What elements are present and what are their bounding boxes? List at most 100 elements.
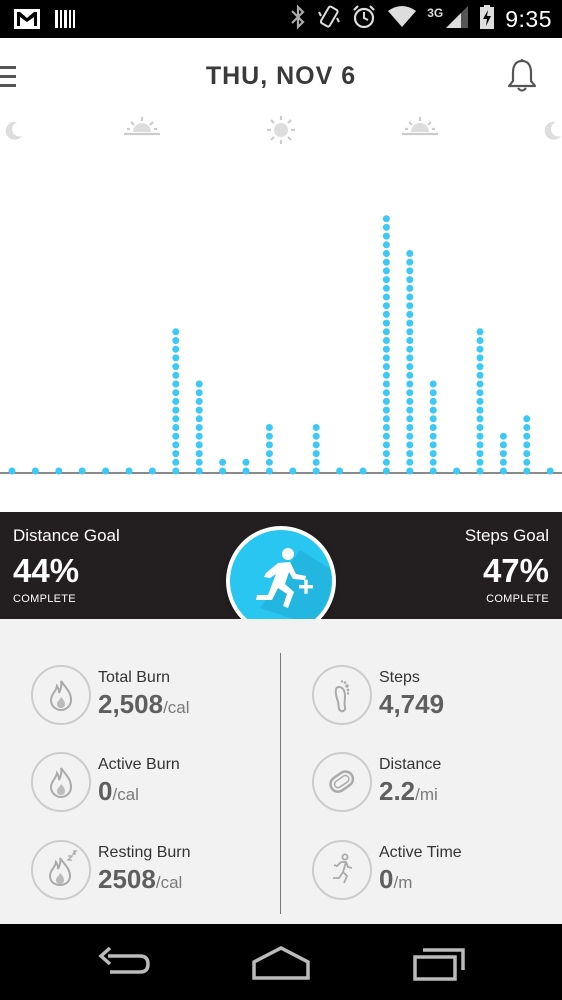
activity-dot — [523, 458, 531, 466]
activity-dot — [382, 319, 390, 327]
distance-goal-label: Distance Goal — [13, 526, 120, 545]
activity-dot — [382, 415, 390, 423]
activity-dot — [382, 310, 390, 318]
active-time-unit: /m — [393, 873, 413, 892]
activity-dot — [382, 363, 390, 371]
activity-dot — [31, 467, 39, 475]
activity-bar — [382, 215, 390, 475]
activity-bar — [8, 467, 16, 475]
activity-dot — [523, 450, 531, 458]
flame-icon — [31, 752, 91, 812]
activity-dot — [476, 328, 484, 336]
activity-dot — [523, 424, 531, 431]
activity-dot — [499, 450, 507, 458]
activity-dot — [406, 389, 414, 397]
flame-icon — [31, 665, 91, 725]
resting-burn-unit: /cal — [155, 873, 183, 892]
activity-dot — [382, 432, 390, 440]
activity-dot — [406, 441, 414, 449]
wifi-icon — [387, 5, 417, 34]
bell-icon[interactable] — [505, 58, 539, 99]
activity-dot — [382, 337, 390, 344]
activity-dot — [476, 467, 484, 475]
activity-dot — [382, 354, 390, 362]
activity-dot — [172, 389, 180, 397]
activity-dot — [312, 458, 320, 466]
activity-dot — [289, 467, 297, 475]
activity-dot — [382, 467, 390, 475]
runner-plus-icon — [256, 548, 332, 632]
activity-dot — [382, 371, 390, 379]
activity-dot — [382, 441, 390, 449]
activity-dot — [406, 354, 414, 362]
activity-dot — [172, 415, 180, 423]
activity-dot — [406, 371, 414, 379]
activity-bars — [8, 215, 554, 475]
steps-goal[interactable]: Steps Goal 47% COMPLETE — [465, 526, 549, 605]
activity-dot — [476, 363, 484, 371]
activity-dot — [195, 441, 203, 449]
activity-dot — [312, 424, 320, 431]
activity-dot — [406, 467, 414, 475]
activity-dot — [406, 310, 414, 318]
activity-dot — [406, 424, 414, 431]
activity-dot — [523, 432, 531, 440]
activity-chart-svg — [0, 116, 562, 475]
activity-dot — [382, 241, 390, 249]
activity-bar — [55, 467, 63, 475]
back-icon[interactable] — [96, 940, 154, 989]
activity-dot — [476, 354, 484, 362]
activity-dot — [195, 467, 203, 475]
app-header: THU, NOV 6 — [0, 38, 562, 114]
activity-dot — [429, 441, 437, 449]
activity-dot — [476, 345, 484, 353]
activity-bar — [453, 467, 461, 475]
activity-bar — [31, 467, 39, 475]
activity-dot — [406, 302, 414, 310]
activity-dot — [382, 284, 390, 292]
activity-dot — [429, 389, 437, 397]
distance-goal[interactable]: Distance Goal 44% COMPLETE — [13, 526, 120, 605]
activity-dot — [382, 267, 390, 275]
activity-dot — [476, 458, 484, 466]
barcode-icon — [54, 8, 76, 35]
distance-goal-percent: 44% — [13, 552, 80, 589]
activity-dot — [382, 450, 390, 458]
activity-dot — [476, 389, 484, 397]
activity-dot — [382, 250, 390, 257]
activity-bar — [219, 458, 227, 475]
activity-dot — [172, 380, 180, 388]
home-icon[interactable] — [250, 940, 312, 989]
activity-dot — [476, 432, 484, 440]
activity-dot — [172, 424, 180, 431]
activity-dot — [172, 328, 180, 336]
moon-icon — [5, 121, 22, 140]
activity-dot — [382, 380, 390, 388]
distance-label: Distance — [379, 756, 442, 773]
activity-dot — [195, 415, 203, 423]
activity-dot — [125, 467, 133, 475]
activity-dot — [429, 397, 437, 405]
distance-value: 2.2 — [379, 776, 416, 806]
activity-bar — [265, 424, 273, 475]
activity-dot — [359, 467, 367, 475]
resting-burn-value: 2508 — [98, 864, 156, 894]
activity-dot — [172, 354, 180, 362]
activity-dot — [195, 380, 203, 388]
activity-dot — [453, 467, 461, 475]
add-activity-button[interactable] — [226, 526, 336, 636]
activity-dot — [476, 424, 484, 431]
activity-bar — [148, 467, 156, 475]
active-burn-unit: /cal — [112, 785, 139, 804]
menu-icon[interactable] — [0, 66, 16, 88]
status-bar: 3G 9:35 — [0, 0, 562, 38]
activity-dot — [219, 467, 227, 475]
total-burn-label: Total Burn — [98, 669, 171, 686]
activity-dot — [382, 215, 390, 223]
activity-dot — [265, 458, 273, 466]
active-time-label: Active Time — [379, 844, 462, 861]
activity-dot — [172, 450, 180, 458]
sunrise-icon — [124, 117, 160, 136]
recents-icon[interactable] — [409, 940, 469, 989]
resting-burn-label: Resting Burn — [98, 844, 191, 861]
